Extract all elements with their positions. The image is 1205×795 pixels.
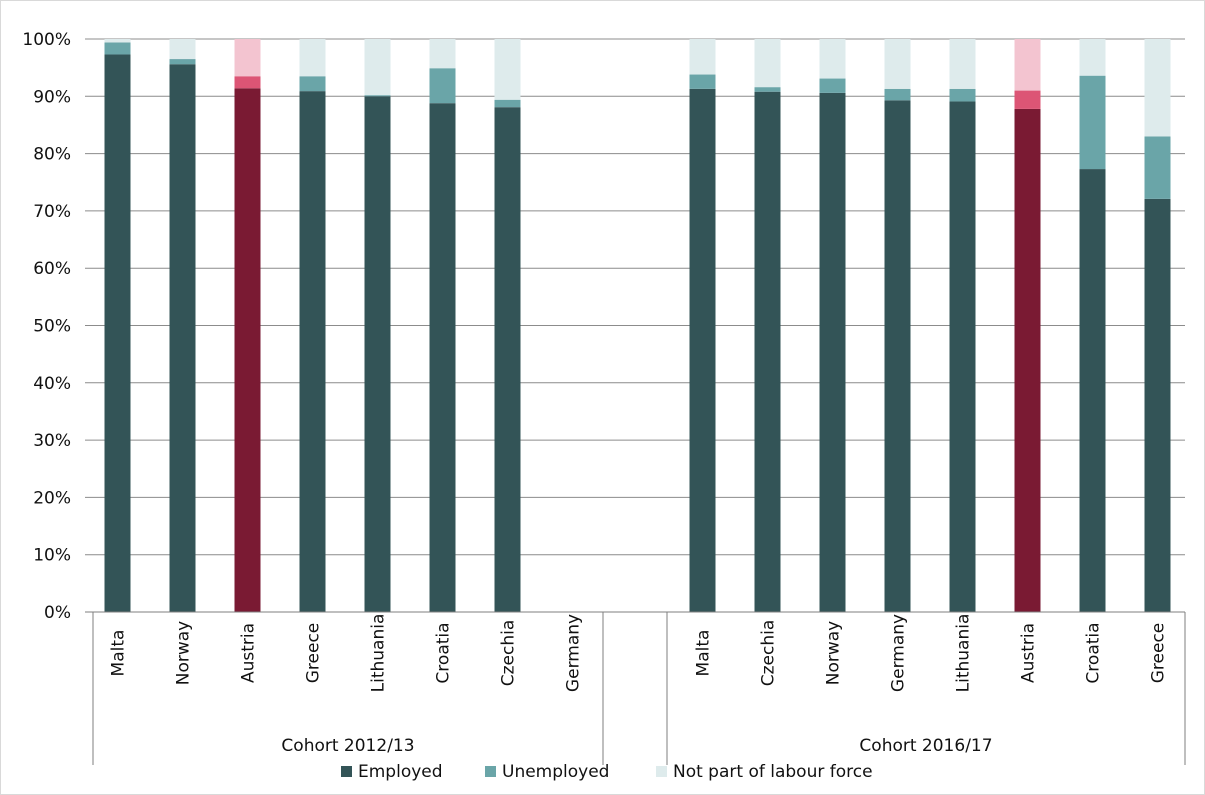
bar-unemployed	[234, 76, 261, 89]
y-tick-label: 30%	[33, 431, 71, 451]
bar-not-part-of-labour-force	[949, 39, 976, 89]
bar-employed	[819, 92, 846, 612]
legend-swatch	[485, 766, 496, 777]
bar-unemployed	[1014, 90, 1041, 109]
category-labels: Malta Norway Austria Greece Lithuania Croatia…	[109, 614, 1169, 693]
y-tick-label: 90%	[33, 87, 71, 107]
y-tick-label: 70%	[33, 202, 71, 222]
y-tick-label: 40%	[33, 374, 71, 394]
x-tick-label: Austria	[1019, 623, 1039, 683]
x-tick-label: Czechia	[759, 620, 779, 687]
y-tick-label: 10%	[33, 546, 71, 566]
bar-unemployed	[494, 99, 521, 108]
x-tick-label: Lithuania	[954, 614, 974, 693]
bar-employed	[949, 101, 976, 612]
bar-employed	[884, 100, 911, 612]
bar-unemployed	[884, 88, 911, 101]
bar-employed	[1144, 198, 1171, 612]
x-axis	[85, 611, 1186, 765]
y-tick-label: 20%	[33, 488, 71, 508]
bar-unemployed	[299, 76, 326, 92]
x-tick-label: Malta	[694, 630, 714, 677]
bar-not-part-of-labour-force	[494, 39, 521, 100]
bar-employed	[234, 88, 261, 612]
y-tick-label: 80%	[33, 145, 71, 165]
bar-not-part-of-labour-force	[104, 39, 131, 43]
x-tick-label: Croatia	[434, 622, 454, 683]
bar-employed	[104, 54, 131, 612]
bar-unemployed	[949, 88, 976, 102]
bar-employed	[299, 91, 326, 612]
bar-unemployed	[1079, 75, 1106, 170]
legend-label: Unemployed	[502, 762, 609, 782]
x-tick-label: Germany	[564, 614, 584, 692]
bar-unemployed	[169, 59, 196, 65]
group-label: Cohort 2016/17	[859, 736, 992, 756]
y-axis-ticks: 0% 10% 20% 30% 40% 50% 60% 70% 80% 90% 100%	[22, 30, 71, 623]
bar-not-part-of-labour-force	[299, 39, 326, 77]
bar-employed	[429, 103, 456, 613]
bar-not-part-of-labour-force	[689, 39, 716, 75]
bar-employed	[1079, 169, 1106, 613]
bar-unemployed	[689, 74, 716, 89]
bar-not-part-of-labour-force	[1079, 39, 1106, 76]
x-tick-label: Norway	[824, 621, 844, 686]
legend-swatch	[656, 766, 667, 777]
x-tick-label: Germany	[889, 614, 909, 692]
bar-unemployed	[104, 42, 131, 55]
y-tick-label: 0%	[44, 603, 71, 623]
legend-label: Employed	[358, 762, 443, 782]
bar-employed	[494, 107, 521, 612]
y-tick-label: 50%	[33, 317, 71, 337]
x-tick-label: Austria	[239, 623, 259, 683]
group-label: Cohort 2012/13	[281, 736, 414, 756]
bar-employed	[1014, 108, 1041, 612]
x-tick-label: Norway	[174, 621, 194, 686]
x-tick-label: Czechia	[499, 620, 519, 687]
bar-not-part-of-labour-force	[819, 39, 846, 79]
legend-label: Not part of labour force	[673, 762, 873, 782]
group-labels: Cohort 2012/13 Cohort 2016/17	[281, 736, 992, 756]
bar-unemployed	[754, 87, 781, 92]
legend-swatch	[341, 766, 352, 777]
x-tick-label: Greece	[304, 623, 324, 684]
legend: Employed Unemployed Not part of labour for…	[341, 762, 873, 782]
x-tick-label: Greece	[1149, 623, 1169, 684]
bar-unemployed	[364, 95, 391, 97]
bar-employed	[364, 96, 391, 613]
bar-not-part-of-labour-force	[364, 39, 391, 96]
bar-not-part-of-labour-force	[1144, 39, 1171, 137]
bar-employed	[754, 91, 781, 612]
x-tick-label: Croatia	[1084, 622, 1104, 683]
bar-unemployed	[429, 68, 456, 104]
bar-employed	[689, 88, 716, 612]
bar-not-part-of-labour-force	[169, 39, 196, 60]
bar-unemployed	[819, 78, 846, 93]
bars	[104, 39, 1171, 613]
bar-not-part-of-labour-force	[429, 39, 456, 69]
x-tick-label: Lithuania	[369, 614, 389, 693]
bar-unemployed	[1144, 136, 1171, 199]
bar-not-part-of-labour-force	[234, 39, 261, 77]
bar-not-part-of-labour-force	[884, 39, 911, 89]
y-tick-label: 100%	[22, 30, 71, 50]
y-tick-label: 60%	[33, 259, 71, 279]
bar-not-part-of-labour-force	[1014, 39, 1041, 91]
x-tick-label: Malta	[109, 630, 129, 677]
bar-employed	[169, 64, 196, 613]
bar-not-part-of-labour-force	[754, 39, 781, 88]
